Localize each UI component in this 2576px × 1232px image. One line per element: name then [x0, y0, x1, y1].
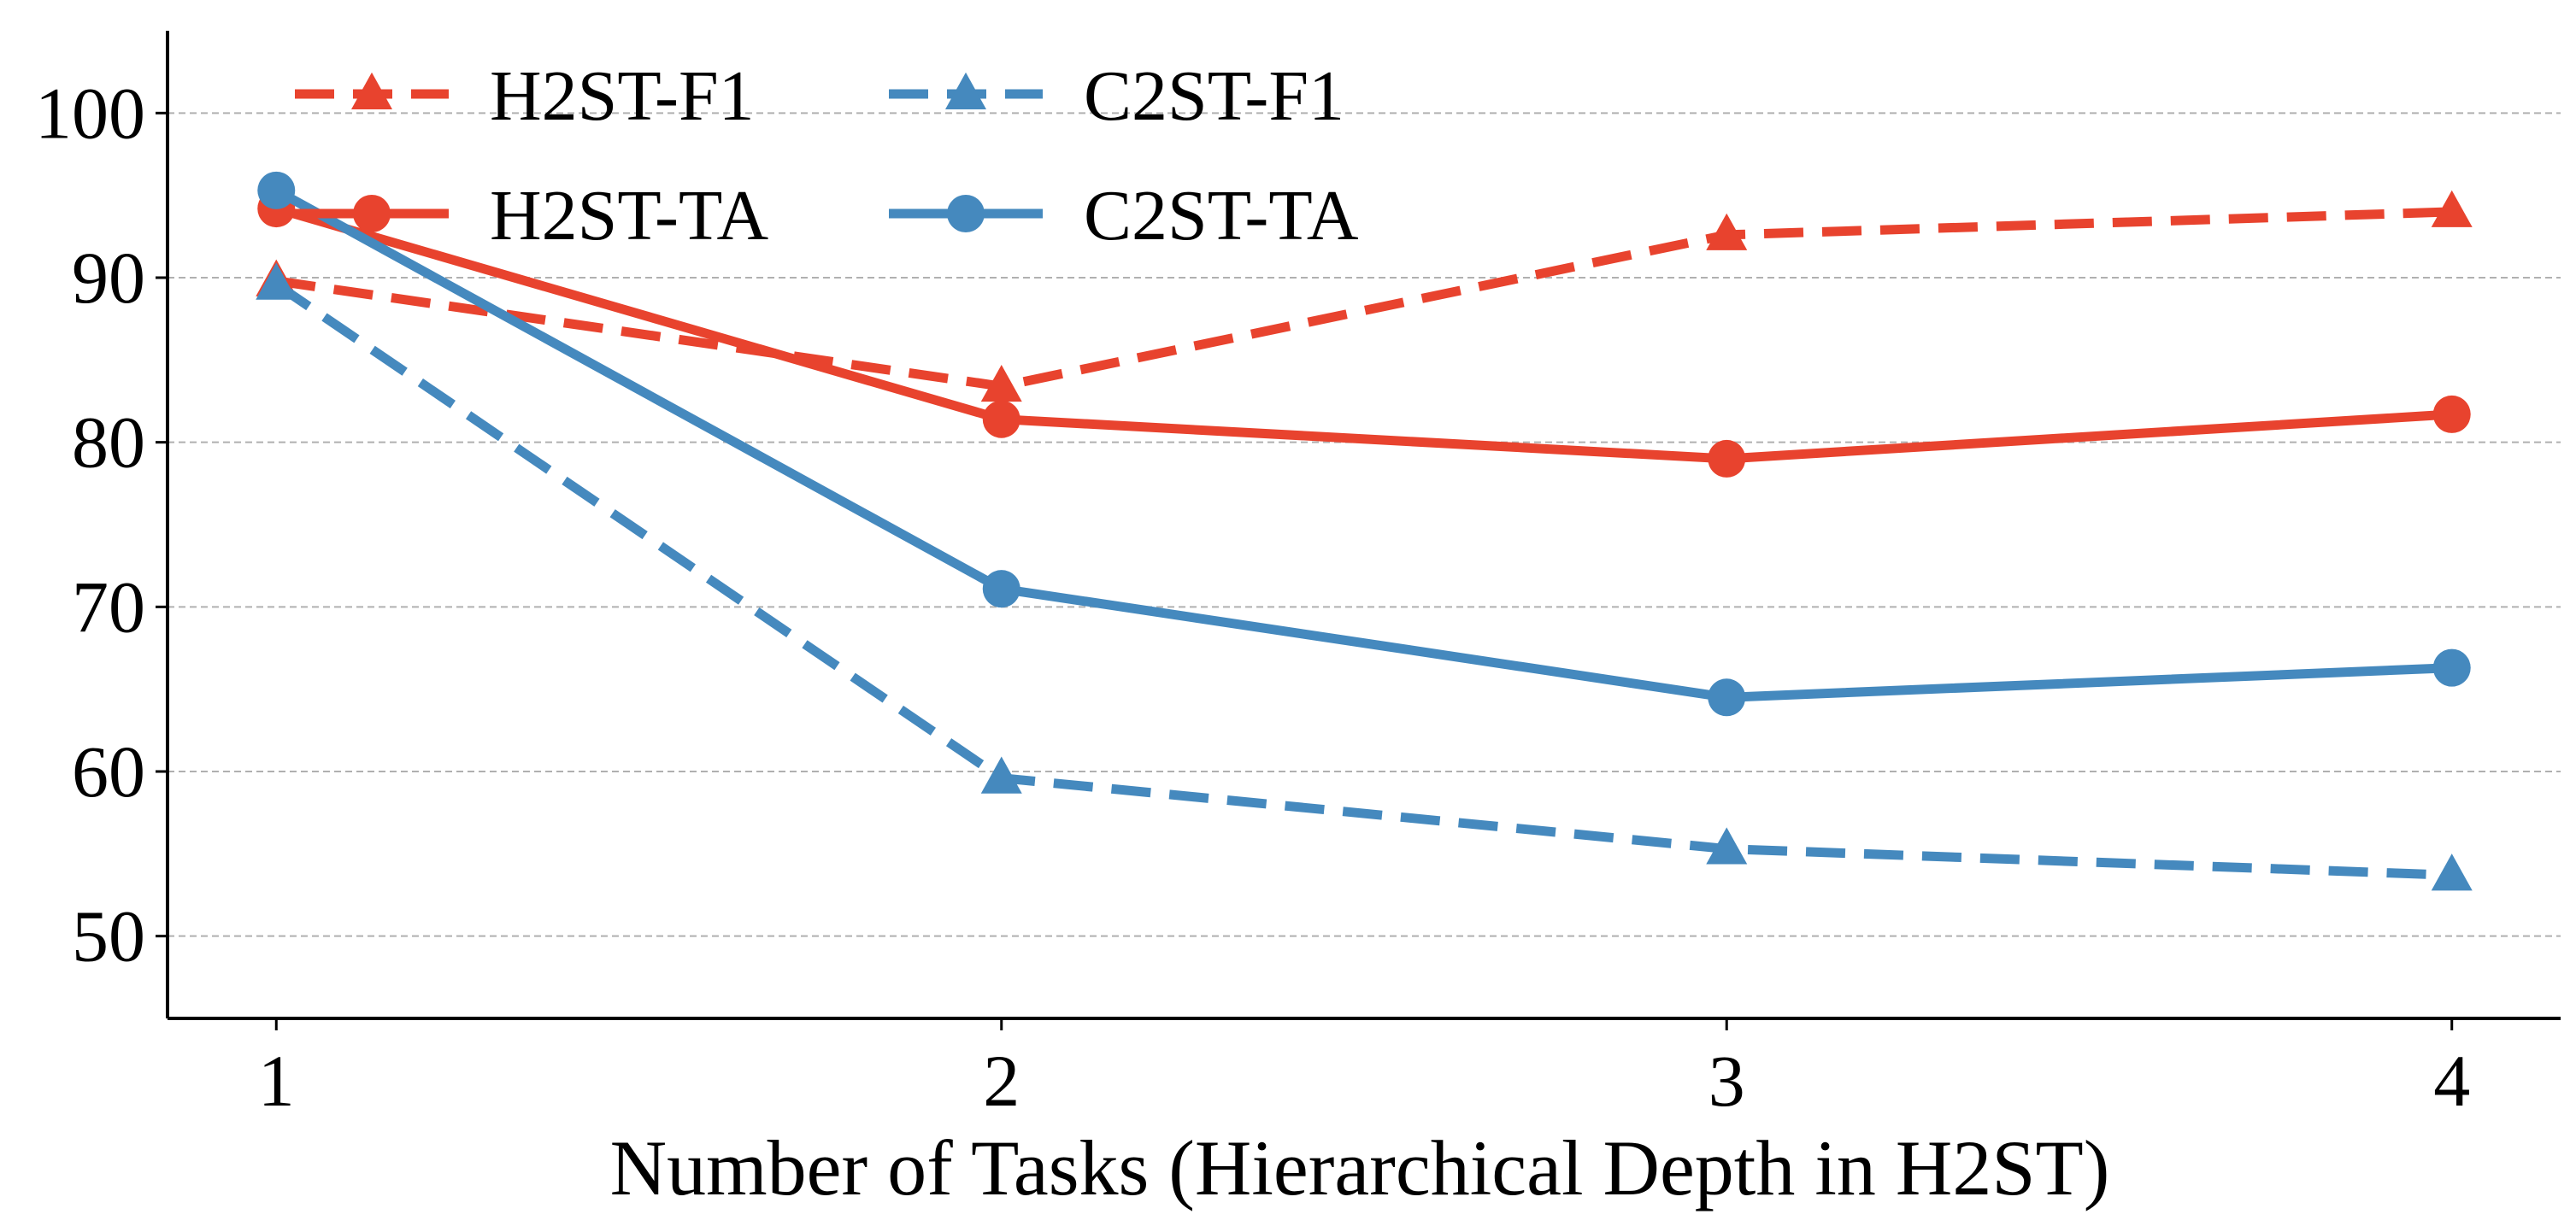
x-tick-label: 4	[2433, 1040, 2470, 1122]
tick-labels: 50 60 70 80 90 100 1 2 3 4	[35, 72, 2470, 1122]
series-line-c2st-f1	[273, 280, 2452, 880]
legend-item-c2st-ta: C2ST-TA	[889, 176, 1359, 255]
series-line-c2st-ta	[271, 185, 2457, 702]
data-point-c2st-f1	[980, 756, 1022, 794]
series-c2st-ta	[257, 171, 2471, 717]
x-tick-label: 1	[258, 1040, 295, 1122]
legend-label: C2ST-TA	[1084, 176, 1359, 255]
legend-marker	[945, 72, 986, 109]
y-tick-label: 60	[72, 730, 145, 813]
data-point-c2st-ta	[257, 171, 296, 209]
data-point-h2st-f1	[980, 364, 1022, 402]
y-tick-label: 90	[72, 237, 145, 319]
data-point-h2st-f1	[2431, 190, 2473, 227]
data-point-c2st-ta	[2432, 648, 2471, 687]
legend-marker	[947, 195, 985, 232]
y-tick-label: 50	[72, 895, 145, 977]
data-point-c2st-f1	[256, 262, 297, 300]
data-point-h2st-ta	[982, 400, 1020, 438]
series-lines	[256, 171, 2473, 891]
data-point-c2st-ta	[1708, 678, 1746, 717]
legend-item-h2st-ta: H2ST-TA	[295, 176, 769, 255]
legend-marker	[353, 195, 391, 232]
axes	[156, 31, 2561, 1030]
x-tick-label: 2	[983, 1040, 1020, 1122]
legend-label: C2ST-F1	[1084, 56, 1344, 136]
grid-lines	[168, 112, 2561, 937]
data-point-c2st-f1	[1706, 827, 1748, 865]
y-tick-label: 100	[35, 72, 145, 154]
data-point-c2st-ta	[982, 570, 1020, 608]
data-point-h2st-ta	[2432, 395, 2471, 433]
y-tick-label: 80	[72, 402, 145, 484]
legend-label: H2ST-F1	[490, 56, 755, 136]
data-point-h2st-ta	[1708, 439, 1746, 478]
legend: H2ST-F1 C2ST-F1 H2ST-TA C2ST-TA	[295, 56, 1359, 255]
series-line-h2st-f1	[275, 207, 2452, 391]
x-axis-title: Number of Tasks (Hierarchical Depth in H…	[610, 1124, 2110, 1211]
y-tick-label: 70	[72, 566, 145, 648]
series-line-h2st-ta	[271, 203, 2457, 464]
data-point-c2st-f1	[2431, 854, 2473, 891]
data-point-h2st-f1	[1706, 213, 1748, 250]
series-c2st-f1	[256, 262, 2473, 891]
x-tick-label: 3	[1709, 1040, 1745, 1122]
legend-item-c2st-f1: C2ST-F1	[889, 56, 1344, 136]
legend-marker	[351, 72, 392, 109]
legend-item-h2st-f1: H2ST-F1	[295, 56, 755, 136]
legend-label: H2ST-TA	[490, 176, 769, 255]
